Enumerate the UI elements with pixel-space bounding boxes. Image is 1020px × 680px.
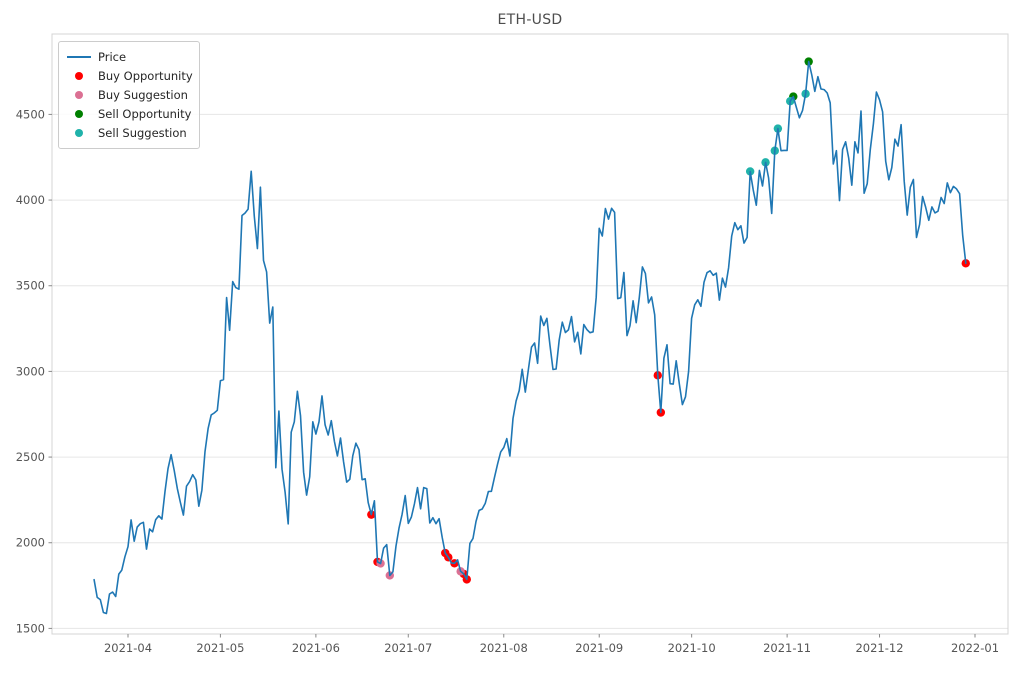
x-tick-label: 2021-11 [763, 641, 811, 655]
x-tick-label: 2021-10 [668, 641, 716, 655]
y-tick-label: 3000 [16, 364, 45, 378]
legend-label: Buy Opportunity [98, 68, 193, 83]
x-tick-label: 2021-08 [480, 641, 528, 655]
legend-item-price: Price [66, 47, 191, 66]
y-tick-label: 1500 [16, 621, 45, 635]
price-line [93, 60, 967, 615]
y-axis: 1500 2000 2500 3000 3500 4000 4500 [16, 107, 52, 635]
y-tick-label: 2500 [16, 450, 45, 464]
x-tick-label: 2021-07 [384, 641, 432, 655]
legend-label: Price [98, 49, 127, 64]
y-tick-label: 4000 [16, 193, 45, 207]
sell-opportunity-dot-icon [66, 109, 92, 118]
buy-suggestion-dot-icon [66, 90, 92, 99]
legend-label: Sell Opportunity [98, 106, 192, 121]
price-line-icon [66, 55, 92, 58]
gridlines [52, 113, 1008, 629]
legend-item-buy-suggestion: Buy Suggestion [66, 85, 191, 104]
plot-border [51, 33, 1009, 635]
signal-markers [367, 57, 970, 584]
x-tick-label: 2021-05 [196, 641, 244, 655]
legend-item-buy-opportunity: Buy Opportunity [66, 66, 193, 85]
legend-label: Sell Suggestion [98, 125, 187, 140]
y-tick-label: 2000 [16, 536, 45, 550]
legend-item-sell-suggestion: Sell Suggestion [66, 123, 191, 142]
legend: Price Buy Opportunity Buy Suggestion Sell O… [58, 41, 200, 149]
x-axis: 2021-04 2021-05 2021-06 2021-07 2021-08 2021-… [104, 634, 999, 655]
y-tick-label: 3500 [16, 279, 45, 293]
chart-title: ETH-USD [497, 12, 563, 28]
sell-suggestion-dot-icon [66, 128, 92, 137]
buy-opportunity-dot-icon [66, 71, 92, 80]
legend-item-sell-opportunity: Sell Opportunity [66, 104, 191, 123]
x-tick-label: 2021-06 [292, 641, 340, 655]
x-tick-label: 2022-01 [951, 641, 999, 655]
x-tick-label: 2021-04 [104, 641, 152, 655]
y-tick-label: 4500 [16, 107, 45, 121]
x-tick-label: 2021-09 [575, 641, 623, 655]
x-tick-label: 2021-12 [855, 641, 903, 655]
legend-label: Buy Suggestion [98, 87, 188, 102]
